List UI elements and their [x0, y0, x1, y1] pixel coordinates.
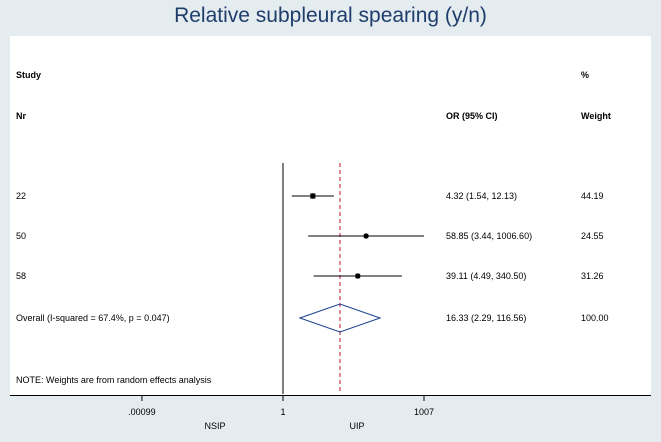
study-row: 22 4.32 (1.54, 12.13) 44.19: [16, 191, 604, 201]
header-or: OR (95% CI): [446, 111, 498, 121]
forest-plot: Study Nr OR (95% CI) % Weight 22 4.32 (1.…: [10, 70, 651, 396]
point-estimate: [355, 273, 361, 279]
point-estimate: [310, 193, 316, 199]
study-label: 58: [16, 271, 26, 281]
or-ci-value: 58.85 (3.44, 1006.60): [446, 231, 532, 241]
overall-or-ci-value: 16.33 (2.29, 116.56): [446, 313, 526, 323]
x-tick-label: 1007: [414, 407, 434, 417]
weight-value: 44.19: [581, 191, 604, 201]
x-side-label-uip: UIP: [349, 421, 364, 431]
x-tick-label: .00099: [128, 407, 156, 417]
overall-row: Overall (I-squared = 67.4%, p = 0.047) 16…: [16, 303, 609, 333]
overall-diamond: [298, 303, 382, 333]
header-study: Study: [16, 70, 41, 80]
point-estimate: [363, 233, 369, 239]
weight-value: 24.55: [581, 231, 604, 241]
overall-weight-value: 100.00: [581, 313, 609, 323]
study-label: 50: [16, 231, 26, 241]
x-tick-label: 1: [280, 407, 285, 417]
study-row: 50 58.85 (3.44, 1006.60) 24.55: [16, 231, 604, 241]
x-side-label-nsip: NSIP: [204, 421, 225, 431]
weight-value: 31.26: [581, 271, 604, 281]
study-label: 22: [16, 191, 26, 201]
or-ci-value: 39.11 (4.49, 340.50): [446, 271, 526, 281]
overall-label: Overall (I-squared = 67.4%, p = 0.047): [16, 313, 170, 323]
footnote: NOTE: Weights are from random effects an…: [16, 375, 212, 385]
x-axis: .00099 1 1007 NSIP UIP: [128, 396, 434, 431]
header-weight: Weight: [581, 111, 611, 121]
chart-title: Relative subpleural spearing (y/n): [174, 4, 487, 27]
study-row: 58 39.11 (4.49, 340.50) 31.26: [16, 271, 604, 281]
header-nr: Nr: [16, 111, 26, 121]
or-ci-value: 4.32 (1.54, 12.13): [446, 191, 517, 201]
header-percent: %: [581, 70, 589, 80]
plot-panel: Study Nr OR (95% CI) % Weight 22 4.32 (1.…: [10, 36, 651, 396]
